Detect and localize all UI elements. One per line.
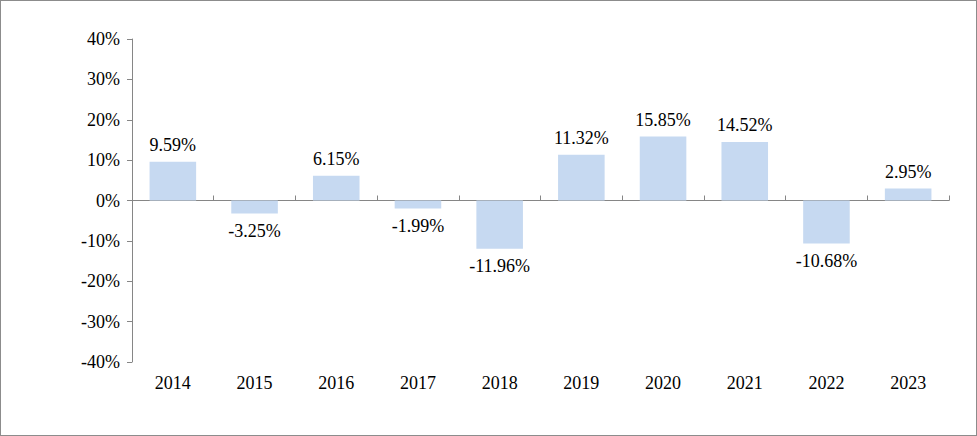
svg-text:2021: 2021 <box>727 373 763 393</box>
svg-text:2019: 2019 <box>563 373 599 393</box>
svg-text:10%: 10% <box>87 150 120 170</box>
svg-text:-3.25%: -3.25% <box>228 221 280 241</box>
svg-text:-11.96%: -11.96% <box>469 256 530 276</box>
svg-text:2022: 2022 <box>808 373 844 393</box>
svg-text:2.95%: 2.95% <box>885 162 932 182</box>
svg-text:2014: 2014 <box>155 373 191 393</box>
svg-text:30%: 30% <box>87 69 120 89</box>
svg-text:-30%: -30% <box>81 312 120 332</box>
svg-text:2018: 2018 <box>482 373 518 393</box>
svg-text:-40%: -40% <box>81 352 120 372</box>
svg-text:40%: 40% <box>87 29 120 49</box>
svg-text:6.15%: 6.15% <box>313 149 360 169</box>
svg-text:2023: 2023 <box>890 373 926 393</box>
svg-text:9.59%: 9.59% <box>150 135 197 155</box>
svg-text:-1.99%: -1.99% <box>392 216 445 236</box>
svg-text:0%: 0% <box>96 191 120 211</box>
svg-text:-10.68%: -10.68% <box>796 251 858 271</box>
svg-text:-20%: -20% <box>81 271 120 291</box>
svg-text:14.52%: 14.52% <box>717 115 773 135</box>
svg-text:-10%: -10% <box>81 231 120 251</box>
svg-text:2020: 2020 <box>645 373 681 393</box>
svg-text:2017: 2017 <box>400 373 436 393</box>
svg-text:2016: 2016 <box>318 373 354 393</box>
svg-text:15.85%: 15.85% <box>635 110 691 130</box>
svg-text:2015: 2015 <box>237 373 273 393</box>
svg-text:20%: 20% <box>87 110 120 130</box>
svg-text:11.32%: 11.32% <box>554 128 609 148</box>
